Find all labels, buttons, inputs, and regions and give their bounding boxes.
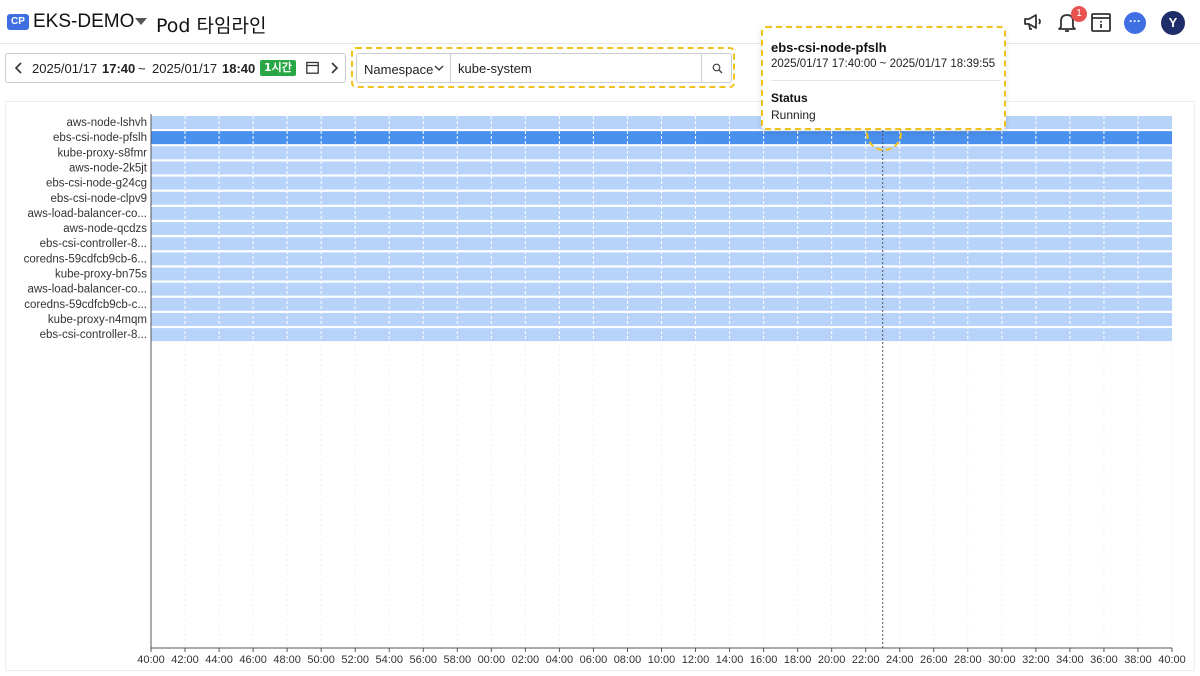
start-time: 17:40 — [102, 61, 136, 76]
x-tick-label: 46:00 — [239, 654, 267, 666]
x-tick-label: 34:00 — [1056, 654, 1084, 666]
x-tick-label: 02:00 — [512, 654, 540, 666]
pod-label-11: aws-load-balancer-co... — [27, 284, 147, 296]
range-duration-badge[interactable]: 1시간 — [260, 60, 296, 76]
x-tick-label: 06:00 — [580, 654, 608, 666]
x-tick-label: 00:00 — [478, 654, 506, 666]
x-tick-label: 28:00 — [954, 654, 982, 666]
project-type-badge: CP — [7, 14, 29, 30]
chevron-down-icon — [434, 65, 444, 71]
x-tick-label: 40:00 — [137, 654, 165, 666]
x-tick-label: 24:00 — [886, 654, 914, 666]
tooltip-status-label: Status — [771, 91, 808, 105]
tooltip-status-value: Running — [771, 108, 816, 122]
pod-label-7: aws-node-qcdzs — [63, 223, 147, 235]
next-range-chevron-icon[interactable] — [327, 60, 341, 76]
pod-label-9: coredns-59cdfcb9cb-6... — [24, 253, 147, 265]
x-tick-label: 18:00 — [784, 654, 812, 666]
tooltip-divider — [771, 80, 1000, 81]
x-tick-label: 44:00 — [205, 654, 233, 666]
notification-count-badge: 1 — [1071, 6, 1087, 22]
pod-label-3: aws-node-2k5jt — [69, 162, 148, 174]
namespace-search-group: Namespace — [351, 47, 735, 88]
x-tick-label: 12:00 — [682, 654, 710, 666]
chat-icon[interactable]: ··· — [1124, 12, 1146, 34]
x-tick-label: 22:00 — [852, 654, 880, 666]
pod-bar-14[interactable] — [151, 328, 1172, 342]
x-tick-label: 26:00 — [920, 654, 948, 666]
pod-timeline-chart[interactable]: aws-node-lshvh ebs-csi-node-pfslh kube-pro… — [6, 102, 1196, 672]
x-tick-label: 56:00 — [410, 654, 438, 666]
top-header: CP EKS-DEMO Pod 타임라인 1 ··· Y — [0, 0, 1200, 44]
bell-icon[interactable] — [1055, 10, 1079, 34]
x-tick-label: 36:00 — [1090, 654, 1118, 666]
x-tick-label: 52:00 — [341, 654, 369, 666]
x-tick-label: 16:00 — [750, 654, 778, 666]
pod-label-8: ebs-csi-controller-8... — [40, 238, 147, 250]
x-tick-label: 08:00 — [614, 654, 642, 666]
pod-label-12: coredns-59cdfcb9cb-c... — [24, 299, 147, 311]
pod-tooltip: ebs-csi-node-pfslh 2025/01/17 17:40:00 ~… — [761, 26, 1006, 130]
calendar-icon[interactable] — [306, 61, 319, 74]
previous-range-chevron-icon[interactable] — [12, 60, 26, 76]
tooltip-pod-name: ebs-csi-node-pfslh — [771, 40, 887, 55]
pod-bar-13[interactable] — [151, 312, 1172, 326]
x-tick-label: 32:00 — [1022, 654, 1050, 666]
search-button[interactable] — [701, 53, 732, 83]
x-tick-label: 20:00 — [818, 654, 846, 666]
megaphone-icon[interactable] — [1021, 10, 1045, 34]
x-tick-label: 50:00 — [307, 654, 335, 666]
pod-label-0: aws-node-lshvh — [66, 117, 147, 129]
end-time: 18:40 — [222, 61, 256, 76]
filter-type-select[interactable]: Namespace — [356, 53, 451, 83]
x-tick-label: 48:00 — [273, 654, 301, 666]
end-date: 2025/01/17 — [152, 61, 218, 76]
x-tick-label: 42:00 — [171, 654, 199, 666]
start-date: 2025/01/17 — [32, 61, 98, 76]
pod-timeline-panel: aws-node-lshvh ebs-csi-node-pfslh kube-pro… — [5, 101, 1195, 671]
project-dropdown-caret-icon[interactable] — [135, 18, 147, 25]
pod-label-6: aws-load-balancer-co... — [27, 208, 147, 220]
x-tick-label: 54:00 — [375, 654, 403, 666]
pod-label-10: kube-proxy-bn75s — [55, 269, 147, 281]
pod-label-1: ebs-csi-node-pfslh — [53, 132, 147, 144]
tooltip-time-range: 2025/01/17 17:40:00 ~ 2025/01/17 18:39:5… — [771, 58, 996, 70]
x-tick-label: 40:00 — [1158, 654, 1186, 666]
time-range-picker[interactable]: 2025/01/17 17:40 ~ 2025/01/17 18:40 1시간 — [5, 53, 346, 83]
page-title: Pod 타임라인 — [156, 15, 267, 37]
pod-label-13: kube-proxy-n4mqm — [48, 314, 147, 326]
x-tick-label: 30:00 — [988, 654, 1016, 666]
x-tick-label: 10:00 — [648, 654, 676, 666]
x-tick-label: 38:00 — [1124, 654, 1152, 666]
x-tick-label: 04:00 — [546, 654, 574, 666]
namespace-search-input[interactable] — [450, 53, 702, 83]
info-panel-icon[interactable] — [1089, 10, 1113, 34]
search-icon — [712, 63, 723, 74]
pod-label-4: ebs-csi-node-g24cg — [46, 178, 147, 190]
range-separator: ~ — [138, 61, 146, 76]
x-tick-label: 58:00 — [444, 654, 472, 666]
pod-label-14: ebs-csi-controller-8... — [40, 329, 147, 341]
pod-label-2: kube-proxy-s8fmr — [58, 147, 148, 159]
filter-type-label: Namespace — [364, 62, 434, 77]
pod-label-5: ebs-csi-node-clpv9 — [50, 193, 147, 205]
x-tick-label: 14:00 — [716, 654, 744, 666]
pod-bar-11[interactable] — [151, 282, 1172, 296]
pod-bar-12[interactable] — [151, 297, 1172, 311]
avatar[interactable]: Y — [1161, 11, 1185, 35]
project-name[interactable]: EKS-DEMO — [33, 11, 135, 32]
